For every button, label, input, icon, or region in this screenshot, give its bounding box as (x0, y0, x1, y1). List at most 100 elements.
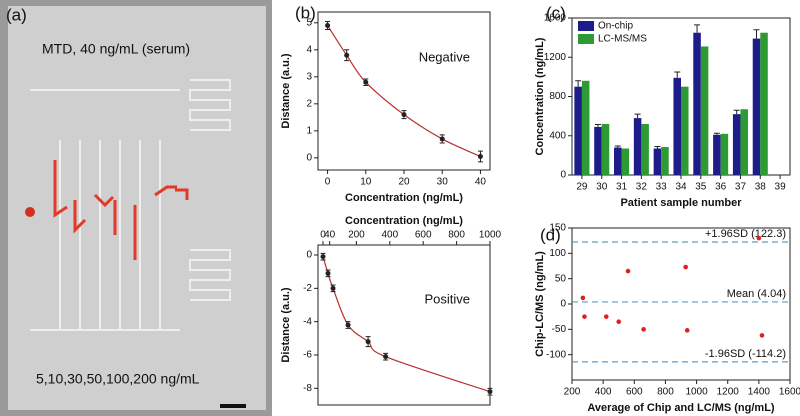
x-tick-label: 35 (695, 182, 707, 193)
bar (594, 126, 602, 175)
y-tick-label: 2 (306, 98, 312, 109)
inlet (25, 207, 35, 217)
x-tick-label: 31 (616, 182, 628, 193)
data-point (683, 264, 688, 270)
x-tick-label: 40 (475, 177, 487, 188)
data-point (330, 285, 336, 291)
y-axis-label: Concentration (ng/mL) (534, 37, 546, 155)
bar (641, 123, 649, 175)
reference-label: +1.96SD (122.3) (705, 228, 786, 240)
x-tick-label: 38 (755, 182, 767, 193)
x-tick-label: 1200 (717, 387, 740, 398)
x-tick-label: 34 (675, 182, 687, 193)
y-tick-label: -2 (303, 283, 312, 294)
error-bar (575, 80, 582, 87)
legend-label: On-chip (598, 21, 633, 32)
data-point (684, 328, 690, 333)
photo-caption: MTD, 40 ng/mL (serum) (42, 41, 190, 57)
x-tick-label: 0 (320, 230, 326, 241)
data-point (756, 235, 762, 241)
y-tick-label: 150 (549, 223, 566, 234)
error-bar (614, 145, 621, 148)
y-tick-label: 0 (560, 299, 566, 310)
legend-label: LC-MS/MS (598, 34, 647, 45)
y-tick-label: 4 (306, 44, 312, 55)
error-bar (674, 71, 681, 78)
x-tick-label: 600 (415, 230, 432, 241)
fit-line (327, 25, 481, 158)
x-axis-label: Average of Chip and LC/MS (ng/mL) (587, 402, 775, 414)
error-bar (733, 109, 740, 115)
y-tick-label: -8 (303, 383, 312, 394)
x-tick-label: 400 (595, 387, 612, 398)
x-tick-label: 33 (656, 182, 668, 193)
data-point (759, 333, 765, 338)
channels (30, 79, 231, 331)
bar (713, 134, 721, 175)
bar (693, 32, 701, 175)
y-tick-label: 400 (549, 130, 566, 141)
data-point (325, 23, 331, 29)
bar (574, 86, 582, 175)
error-bar (753, 29, 760, 39)
data-point (383, 354, 389, 360)
plot-frame (317, 11, 491, 171)
y-tick-label: 50 (555, 273, 567, 284)
photo-caption: 5,10,30,50,100,200 ng/mL (36, 371, 200, 387)
error-bar (634, 113, 641, 119)
photo-panel: (a) MTD, 40 ng/mL (serum) 5,10,30,50,100… (0, 0, 272, 416)
data-point (641, 327, 646, 332)
y-tick-label: 1200 (544, 52, 567, 63)
scale-bar (220, 404, 246, 408)
bar (661, 147, 669, 175)
x-tick-label: 1000 (479, 230, 502, 241)
bar (653, 148, 662, 175)
y-tick-label: 5 (306, 17, 312, 28)
plot-frame (317, 244, 491, 406)
y-tick-label: 1600 (544, 13, 567, 24)
x-tick-label: 200 (564, 387, 581, 398)
y-tick-label: -100 (546, 349, 566, 360)
x-tick-label: 29 (576, 182, 588, 193)
bar (752, 38, 761, 176)
x-tick-label: 36 (715, 182, 727, 193)
x-tick-label: 200 (348, 230, 365, 241)
y-tick-label: 800 (549, 91, 566, 102)
error-bar (654, 146, 661, 149)
data-point (487, 389, 493, 395)
data-point (320, 254, 326, 260)
annotation: Positive (424, 291, 470, 306)
x-tick-label: 800 (448, 230, 465, 241)
x-tick-label: 30 (437, 177, 449, 188)
y-tick-label: -6 (303, 350, 312, 361)
x-tick-label: 600 (626, 387, 643, 398)
x-tick-label: 1400 (748, 387, 771, 398)
x-tick-label: 800 (657, 387, 674, 398)
reference-label: Mean (4.04) (727, 288, 786, 300)
panel-label: (d) (540, 225, 561, 244)
y-axis-label: Distance (a.u.) (280, 287, 292, 363)
bar (700, 46, 709, 175)
annotation: Negative (419, 49, 470, 64)
x-tick-label: 400 (381, 230, 398, 241)
red-dye (53, 160, 189, 260)
bar (732, 114, 741, 175)
chip (8, 6, 266, 410)
x-tick-label: 32 (636, 182, 648, 193)
data-point (625, 268, 631, 274)
data-point (582, 314, 587, 319)
data-point (325, 270, 331, 276)
x-tick-label: 40 (324, 230, 336, 241)
panel-label: (a) (6, 5, 27, 24)
error-bar (713, 132, 720, 135)
y-tick-label: 1 (306, 125, 312, 136)
bar (621, 148, 630, 175)
x-axis-label: Patient sample number (620, 197, 742, 209)
bar (581, 80, 590, 175)
bar (614, 147, 622, 175)
data-point (603, 314, 609, 319)
data-point (401, 112, 407, 118)
bar (740, 109, 748, 175)
x-tick-label: 10 (360, 177, 372, 188)
x-tick-label: 37 (735, 182, 747, 193)
